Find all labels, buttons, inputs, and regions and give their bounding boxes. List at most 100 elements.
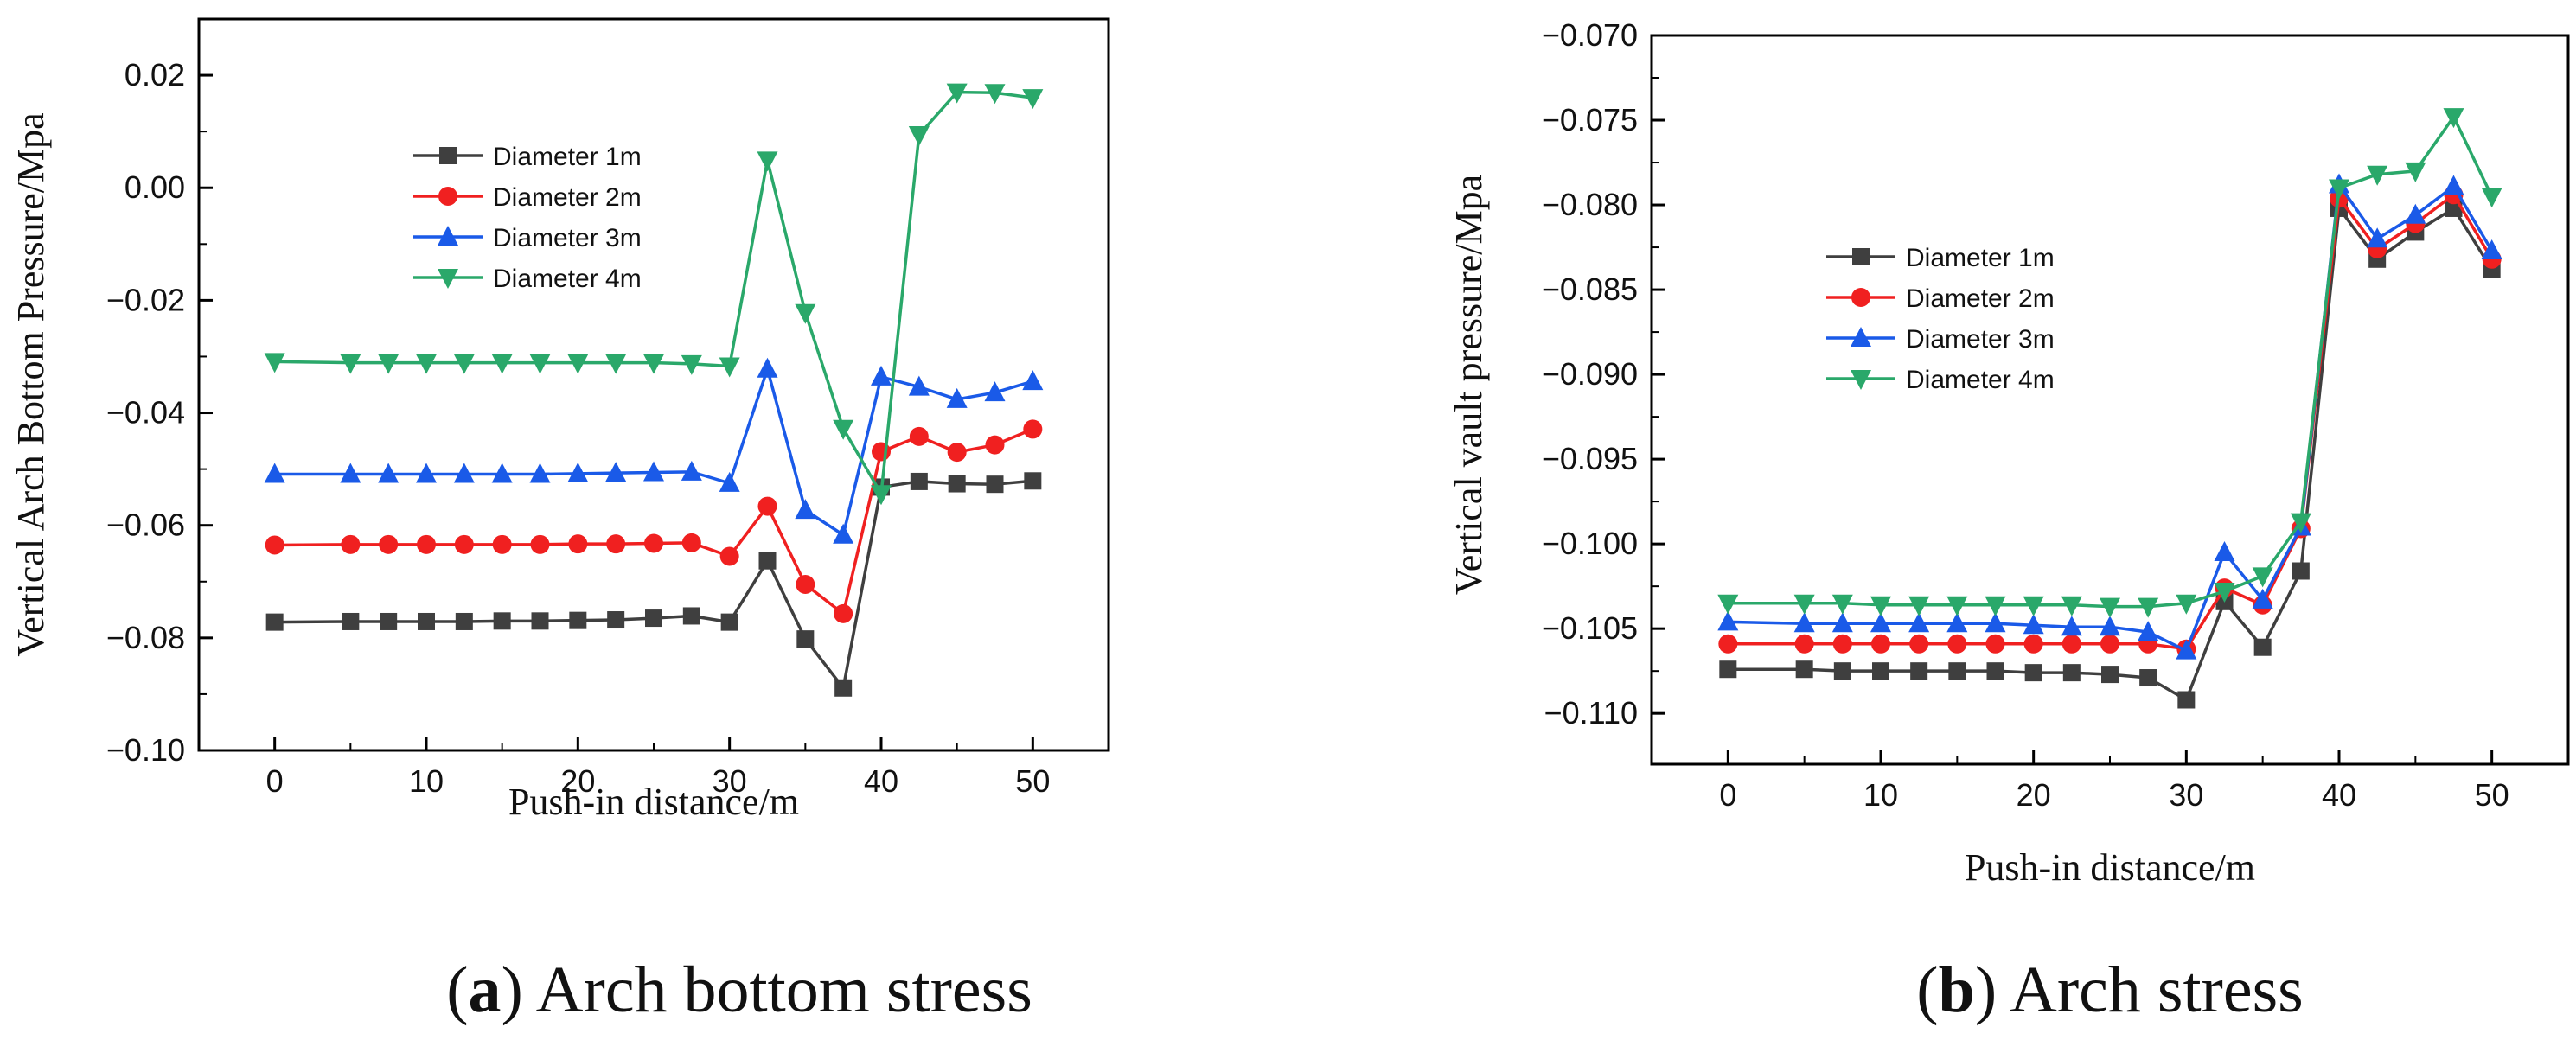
data-point xyxy=(567,462,589,482)
data-point xyxy=(567,354,589,374)
data-point xyxy=(1986,662,2004,680)
data-point xyxy=(2214,583,2235,603)
data-point xyxy=(2252,588,2273,609)
data-point xyxy=(2138,597,2159,618)
data-point xyxy=(757,357,778,378)
chart-a-caption-open: ( xyxy=(446,954,468,1026)
chart-a: −0.10 −0.08 −0.06 −0.04 −0.02 0.00 0.02 0 10 20 3… xyxy=(10,17,1110,1026)
chart-a-caption-text: ) Arch bottom stress xyxy=(502,954,1032,1026)
data-point xyxy=(2023,634,2043,654)
data-point xyxy=(1794,634,1814,654)
y-tick-label: −0.08 xyxy=(106,620,185,655)
data-point xyxy=(2061,634,2081,654)
data-point xyxy=(2443,175,2464,195)
data-point xyxy=(265,535,284,555)
legend-label: Diameter 1m xyxy=(493,143,642,171)
data-point xyxy=(643,354,664,374)
data-point xyxy=(1833,662,1851,680)
data-point xyxy=(605,462,627,482)
chart-a-x-axis-title: Push-in distance/m xyxy=(508,781,799,823)
legend-item: Diameter 1m xyxy=(413,143,642,171)
x-tick-label: 0 xyxy=(1719,777,1736,813)
data-point xyxy=(2214,540,2235,561)
data-point xyxy=(1946,612,1968,633)
data-point xyxy=(568,534,588,554)
data-point xyxy=(2367,227,2388,248)
chart-a-y-axis: −0.10 −0.08 −0.06 −0.04 −0.02 0.00 0.02 xyxy=(106,57,213,768)
data-point xyxy=(1832,634,1852,654)
data-point xyxy=(531,612,549,630)
data-point xyxy=(908,375,930,396)
x-tick-label: 50 xyxy=(2475,777,2509,813)
data-point xyxy=(1717,610,1739,631)
data-point xyxy=(1871,634,1890,654)
data-point xyxy=(757,151,778,172)
legend-marker xyxy=(439,147,457,164)
series-line xyxy=(1728,182,2494,653)
data-point xyxy=(946,83,968,104)
data-point xyxy=(264,353,285,373)
data-point xyxy=(491,354,513,374)
data-point xyxy=(834,603,853,623)
chart-b-y-axis: −0.110 −0.105 −0.100 −0.095 −0.090 −0.085 −0.0… xyxy=(1542,17,1665,731)
chart-b-caption-open: ( xyxy=(1916,954,1938,1026)
data-point xyxy=(2061,596,2082,616)
data-point xyxy=(2443,108,2464,129)
legend-label: Diameter 4m xyxy=(1906,366,2055,394)
data-point xyxy=(2177,691,2196,709)
data-point xyxy=(948,475,966,493)
y-tick-label: −0.095 xyxy=(1542,441,1638,476)
series-diameter-4m xyxy=(264,83,1044,506)
data-point xyxy=(909,426,929,446)
x-tick-label: 10 xyxy=(409,763,444,799)
legend-item: Diameter 3m xyxy=(413,224,642,252)
data-point xyxy=(342,612,360,630)
x-tick-label: 0 xyxy=(266,763,284,799)
x-tick-label: 50 xyxy=(1015,763,1050,799)
data-point xyxy=(1024,472,1042,490)
data-point xyxy=(1795,660,1813,679)
legend-label: Diameter 3m xyxy=(1906,325,2055,354)
legend-marker xyxy=(438,269,458,289)
y-tick-label: −0.06 xyxy=(106,507,185,543)
data-point xyxy=(2290,513,2311,533)
series-diameter-4m xyxy=(1717,108,2502,618)
legend-item: Diameter 2m xyxy=(413,183,642,212)
x-tick-label: 10 xyxy=(1863,777,1898,813)
chart-a-plot-frame xyxy=(197,17,1110,752)
x-tick-label: 20 xyxy=(2017,777,2051,813)
data-point xyxy=(454,534,474,554)
chart-b-caption: (b) Arch stress xyxy=(1916,954,2304,1026)
data-point xyxy=(2061,616,2082,636)
legend-item: Diameter 4m xyxy=(1826,366,2055,394)
data-point xyxy=(1946,596,1968,616)
chart-a-y-axis-title: Vertical Arch Bottom Pressure/Mpa xyxy=(10,112,52,656)
data-point xyxy=(2100,634,2119,654)
data-point xyxy=(380,612,398,630)
y-tick-label: 0.02 xyxy=(125,57,185,93)
data-point xyxy=(1872,662,1889,680)
data-point xyxy=(2023,614,2044,635)
y-tick-label: −0.090 xyxy=(1542,356,1638,392)
data-point xyxy=(2101,666,2119,684)
data-point xyxy=(607,611,625,629)
legend-label: Diameter 1m xyxy=(1906,244,2055,272)
legend-marker xyxy=(1852,248,1870,265)
data-point xyxy=(984,84,1006,105)
chart-b-legend: Diameter 1m Diameter 2m Diameter 3m Diamete… xyxy=(1826,244,2055,394)
data-point xyxy=(644,533,663,553)
data-point xyxy=(2367,165,2388,186)
legend-item: Diameter 3m xyxy=(1826,325,2055,354)
data-point xyxy=(417,534,436,554)
y-tick-label: −0.070 xyxy=(1542,17,1638,53)
data-point xyxy=(833,419,854,440)
data-point xyxy=(719,471,740,492)
data-point xyxy=(1022,370,1044,391)
chart-b: −0.110 −0.105 −0.100 −0.095 −0.090 −0.085 −0.0… xyxy=(1448,17,2570,1026)
data-point xyxy=(986,475,1004,494)
data-point xyxy=(720,613,738,631)
data-point xyxy=(2481,188,2502,208)
data-point xyxy=(418,612,435,630)
chart-a-legend: Diameter 1m Diameter 2m Diameter 3m Diamete… xyxy=(413,143,642,293)
data-point xyxy=(1022,89,1044,110)
